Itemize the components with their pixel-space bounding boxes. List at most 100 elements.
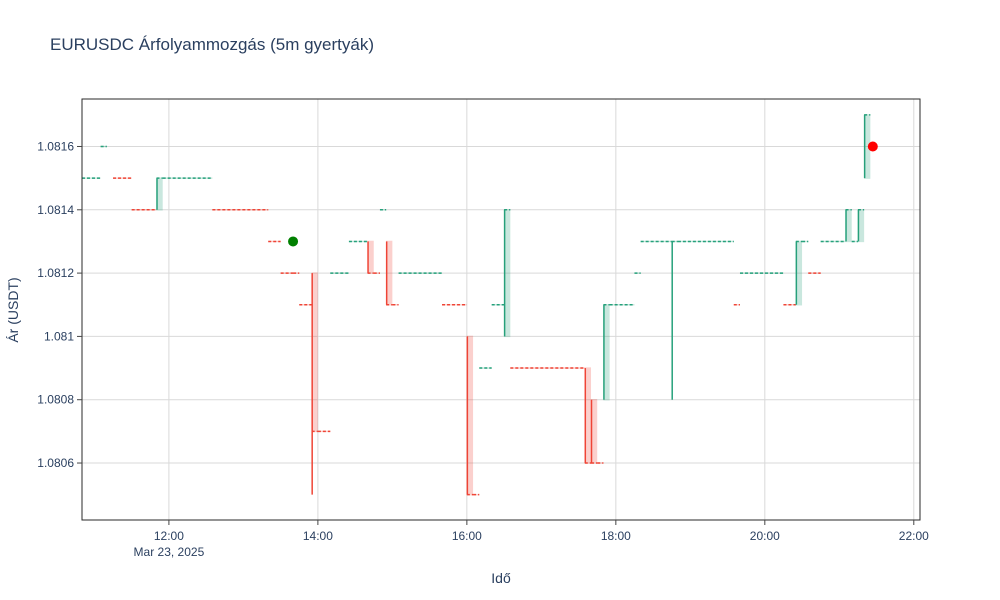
candle [299,304,312,306]
x-tick-label: 22:00 [899,529,929,543]
candle-body [386,240,393,306]
candle-body [634,272,641,274]
candle [845,209,852,243]
y-tick-label: 1.0816 [37,139,74,153]
candle [733,304,740,306]
candle [677,240,734,243]
candle [317,430,331,433]
candle-body [379,209,387,211]
candle [503,209,511,338]
candle [100,145,107,148]
candle [609,304,635,306]
candle-body [733,304,740,306]
candle [808,272,821,274]
candle-body [373,272,380,274]
plot-frame [81,98,921,521]
candle-body [603,304,610,401]
candle-body [293,272,300,274]
buy-marker [288,236,299,247]
x-tick-label: 12:00 [154,529,184,543]
candle [863,114,871,179]
candle [373,272,380,274]
candle [442,304,467,306]
y-tick-label: 1.0808 [37,393,74,407]
candle [268,240,281,243]
candle-body [156,177,163,211]
candle [280,272,294,274]
candle [857,209,865,243]
candle [113,177,132,179]
candle-body [348,240,368,243]
candle [466,335,474,496]
candle [392,304,399,306]
y-axis: 1.0806 1.0808 1.081 1.0812 1.0814 1.0816 [37,139,82,470]
candle-body [311,272,318,433]
candle-body [330,272,349,274]
candle [156,177,163,211]
x-tick-label: 16:00 [452,529,482,543]
candle [739,272,784,274]
candle-body [845,209,852,243]
candle [597,462,604,464]
candle-body [851,240,858,243]
candle [398,272,443,274]
candle-body [597,462,604,464]
x-tick-label: 14:00 [303,529,333,543]
x-tick-label: 18:00 [601,529,631,543]
candle [671,240,678,400]
candle-body [113,177,132,179]
candle-body [466,335,474,496]
candle-body [367,240,374,274]
candle-body [473,493,480,496]
y-axis-title: Ár (USDT) [5,277,21,342]
y-tick-label: 1.0814 [37,203,74,217]
candle [82,177,101,179]
x-tick-label: 20:00 [750,529,780,543]
candle-body [857,209,865,243]
candle-body [591,399,598,464]
sell-marker [867,141,878,152]
candle [212,209,269,211]
x-axis: 12:00 Mar 23, 2025 14:00 16:00 18:00 20:00 22:… [134,520,929,559]
candle [590,399,598,464]
x-axis-title: Idő [491,570,511,586]
candle-body [802,240,809,243]
candle-body [162,177,213,179]
candle [162,177,213,179]
candle [634,272,641,274]
candle [820,240,846,243]
candle [491,304,505,306]
candle [131,209,157,211]
candle [473,493,480,496]
candle [348,240,368,243]
y-tick-label: 1.0806 [37,456,74,470]
y-tick-label: 1.081 [44,329,74,343]
x-tick-sublabel: Mar 23, 2025 [134,545,205,559]
chart-title: EURUSDC Árfolyammozgás (5m gyertyák) [50,35,374,54]
y-tick-label: 1.0812 [37,266,74,280]
candle [795,240,803,306]
candle [584,367,592,464]
candles-layer [82,114,871,496]
candle-body [504,209,511,338]
candle [367,240,374,274]
candle-body [795,240,803,306]
candle-body [671,240,678,243]
candle [640,240,672,243]
candle-body [82,177,101,179]
candle [479,367,492,369]
candle [783,304,796,306]
candle [510,367,585,369]
candle [802,240,809,243]
candle-body [584,367,592,464]
candle [311,272,318,495]
candle [603,304,610,401]
candle [851,240,858,243]
candle-body [864,114,871,179]
candle-body [392,304,399,306]
markers-layer [288,141,878,247]
candle-body [100,145,107,148]
